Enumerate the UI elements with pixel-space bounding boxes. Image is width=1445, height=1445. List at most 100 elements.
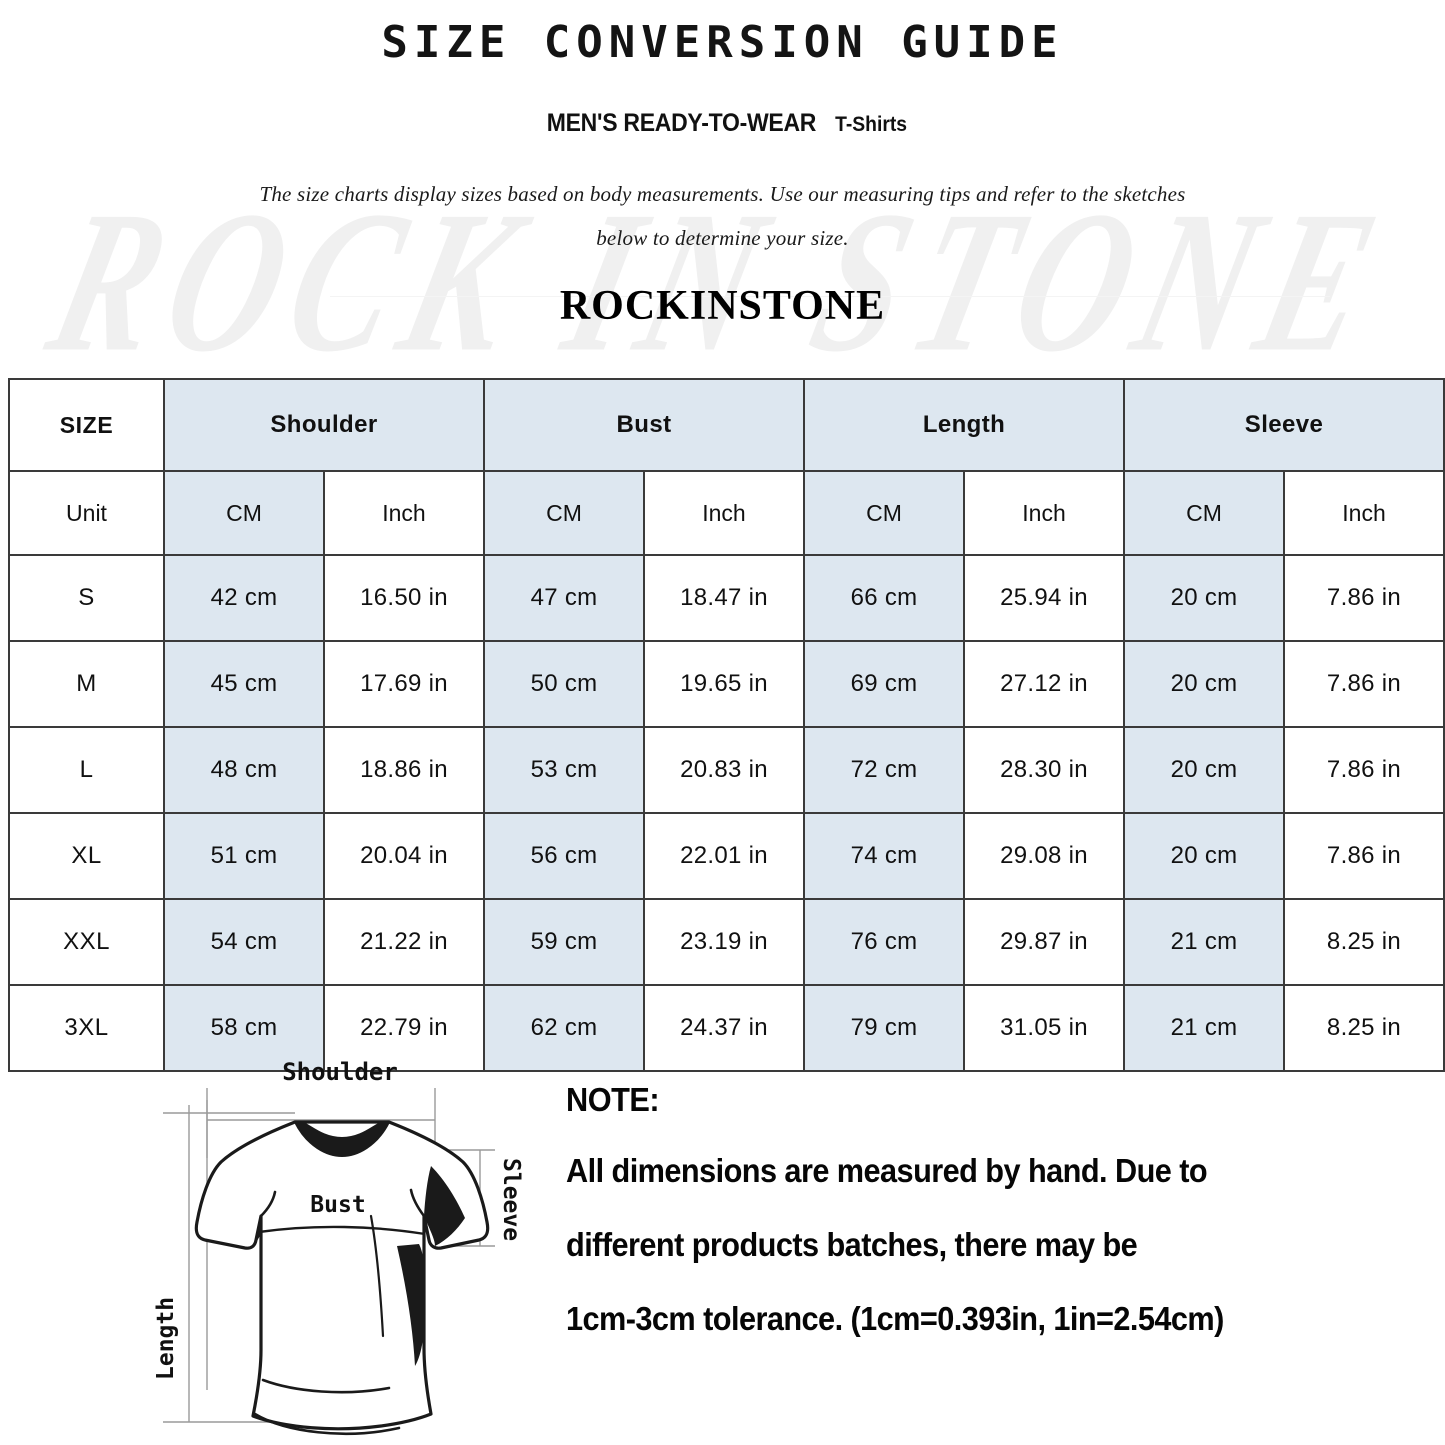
page-content: SIZE CONVERSION GUIDE MEN'S READY-TO-WEA… [0, 0, 1445, 330]
cell-measure: 21.22 in [323, 898, 485, 986]
cell-size: M [8, 640, 165, 728]
cell-measure: 50 cm [483, 640, 645, 728]
unit-cell-length-inch: Inch [962, 470, 1126, 556]
cell-measure: 53 cm [483, 726, 645, 814]
cell-measure: 20 cm [1123, 726, 1286, 814]
cell-measure: 27.12 in [962, 640, 1126, 728]
column-group-sleeve: Sleeve [1123, 378, 1445, 472]
diagram-label-shoulder: Shoulder [282, 1058, 398, 1086]
cell-measure: 59 cm [483, 898, 645, 986]
size-conversion-table: SIZE Shoulder Bust Length Sleeve Unit CM… [8, 378, 1445, 1072]
cell-size: XXL [8, 898, 165, 986]
cell-measure: 76 cm [803, 898, 965, 986]
cell-size: XL [8, 812, 165, 900]
tshirt-measurement-diagram: Shoulder Bust Sleeve Length [135, 1050, 555, 1445]
cell-measure: 25.94 in [962, 554, 1126, 642]
cell-measure: 79 cm [803, 984, 965, 1072]
table-row: S 42 cm 16.50 in 47 cm 18.47 in 66 cm 25.94 in… [8, 554, 1445, 642]
cell-measure: 20 cm [1123, 640, 1286, 728]
table-row: XL 51 cm 20.04 in 56 cm 22.01 in 74 cm 29.08 i… [8, 812, 1445, 900]
cell-measure: 45 cm [163, 640, 325, 728]
cell-measure: 17.69 in [323, 640, 485, 728]
note-line-3: 1cm-3cm tolerance. (1cm=0.393in, 1in=2.5… [566, 1300, 1224, 1337]
unit-cell-length-cm: CM [803, 470, 965, 556]
cell-measure: 21 cm [1123, 984, 1286, 1072]
table-group-header-row: SIZE Shoulder Bust Length Sleeve [8, 378, 1445, 472]
cell-measure: 51 cm [163, 812, 325, 900]
cell-measure: 18.47 in [643, 554, 805, 642]
note-line-2: different products batches, there may be [566, 1226, 1138, 1263]
cell-measure: 20.83 in [643, 726, 805, 814]
subtitle-row: MEN'S READY-TO-WEAR T-Shirts [0, 110, 1445, 140]
cell-measure: 22.01 in [643, 812, 805, 900]
cell-measure: 21 cm [1123, 898, 1286, 986]
cell-measure: 7.86 in [1283, 812, 1445, 900]
cell-measure: 66 cm [803, 554, 965, 642]
column-group-length: Length [802, 378, 1126, 472]
description-line-1: The size charts display sizes based on b… [259, 182, 1186, 206]
cell-measure: 72 cm [803, 726, 965, 814]
cell-measure: 22.79 in [323, 984, 485, 1072]
cell-measure: 28.30 in [962, 726, 1126, 814]
table-row: XXL 54 cm 21.22 in 59 cm 23.19 in 76 cm 29.87 … [8, 898, 1445, 986]
table-row: M 45 cm 17.69 in 50 cm 19.65 in 69 cm 27.12 in… [8, 640, 1445, 728]
unit-cell-shoulder-cm: CM [163, 470, 325, 556]
cell-measure: 8.25 in [1283, 984, 1445, 1072]
cell-measure: 20.04 in [323, 812, 485, 900]
cell-measure: 54 cm [163, 898, 325, 986]
cell-measure: 69 cm [803, 640, 965, 728]
cell-measure: 58 cm [163, 984, 325, 1072]
cell-measure: 29.08 in [962, 812, 1126, 900]
watermark-rule [330, 296, 1330, 297]
note-title: NOTE: [566, 1081, 660, 1118]
table-row: 3XL 58 cm 22.79 in 62 cm 24.37 in 79 cm 31.05 … [8, 984, 1445, 1072]
note-block: NOTE: All dimensions are measured by han… [566, 1080, 1396, 1356]
unit-cell-bust-cm: CM [483, 470, 645, 556]
cell-measure: 31.05 in [962, 984, 1126, 1072]
column-header-size: SIZE [8, 378, 165, 472]
description-line-2: below to determine your size. [596, 226, 849, 250]
cell-measure: 8.25 in [1283, 898, 1445, 986]
diagram-label-sleeve: Sleeve [498, 1158, 524, 1241]
table-body: S 42 cm 16.50 in 47 cm 18.47 in 66 cm 25.94 in… [8, 554, 1445, 1072]
cell-size: 3XL [8, 984, 165, 1072]
unit-cell-sleeve-cm: CM [1123, 470, 1286, 556]
unit-cell-sleeve-inch: Inch [1283, 470, 1445, 556]
cell-size: L [8, 726, 165, 814]
table-unit-header-row: Unit CM Inch CM Inch CM Inch CM Inch [8, 470, 1445, 556]
page-title: SIZE CONVERSION GUIDE [381, 17, 1064, 68]
unit-cell-shoulder-inch: Inch [323, 470, 485, 556]
column-group-bust: Bust [483, 378, 805, 472]
brand-name: ROCKINSTONE [559, 283, 886, 329]
cell-measure: 7.86 in [1283, 726, 1445, 814]
cell-measure: 48 cm [163, 726, 325, 814]
bottom-area: Shoulder Bust Sleeve Length NOTE: All di… [0, 1042, 1445, 1445]
cell-measure: 18.86 in [323, 726, 485, 814]
cell-measure: 20 cm [1123, 554, 1286, 642]
subtitle-main: MEN'S READY-TO-WEAR [546, 109, 817, 137]
cell-measure: 62 cm [483, 984, 645, 1072]
subtitle-accent: T-Shirts [834, 113, 907, 136]
cell-size: S [8, 554, 165, 642]
cell-measure: 16.50 in [323, 554, 485, 642]
cell-measure: 42 cm [163, 554, 325, 642]
column-header-unit: Unit [8, 470, 165, 556]
column-group-shoulder: Shoulder [163, 378, 485, 472]
size-table-container: SIZE Shoulder Bust Length Sleeve Unit CM… [8, 378, 1445, 1072]
cell-measure: 47 cm [483, 554, 645, 642]
note-line-1: All dimensions are measured by hand. Due… [566, 1152, 1208, 1189]
cell-measure: 20 cm [1123, 812, 1286, 900]
table-head: SIZE Shoulder Bust Length Sleeve Unit CM… [8, 378, 1445, 556]
cell-measure: 56 cm [483, 812, 645, 900]
cell-measure: 19.65 in [643, 640, 805, 728]
unit-cell-bust-inch: Inch [643, 470, 805, 556]
table-row: L 48 cm 18.86 in 53 cm 20.83 in 72 cm 28.30 in… [8, 726, 1445, 814]
cell-measure: 29.87 in [962, 898, 1126, 986]
cell-measure: 23.19 in [643, 898, 805, 986]
cell-measure: 7.86 in [1283, 640, 1445, 728]
cell-measure: 24.37 in [643, 984, 805, 1072]
diagram-label-length: Length [153, 1297, 179, 1380]
cell-measure: 74 cm [803, 812, 965, 900]
diagram-label-bust: Bust [310, 1192, 365, 1218]
cell-measure: 7.86 in [1283, 554, 1445, 642]
